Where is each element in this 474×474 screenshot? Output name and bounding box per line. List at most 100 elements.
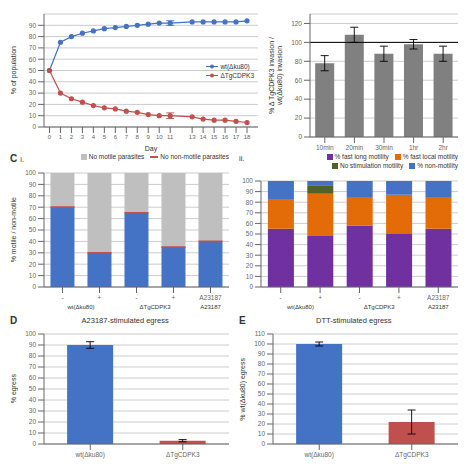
svg-text:90: 90 [29, 22, 37, 29]
svg-text:0: 0 [48, 134, 52, 140]
svg-text:A23187: A23187 [200, 304, 221, 310]
svg-text:40: 40 [295, 95, 303, 102]
svg-text:1: 1 [59, 134, 63, 140]
svg-text:30: 30 [29, 89, 37, 96]
svg-text:Day: Day [145, 145, 158, 153]
svg-text:0: 0 [298, 133, 302, 140]
svg-text:60: 60 [29, 215, 37, 222]
svg-text:2: 2 [70, 134, 74, 140]
svg-text:20: 20 [29, 101, 37, 108]
svg-text:2hr: 2hr [438, 144, 448, 151]
svg-text:20: 20 [295, 114, 303, 121]
svg-text:0: 0 [261, 440, 265, 447]
svg-text:11: 11 [167, 134, 174, 140]
svg-text:40: 40 [258, 400, 266, 407]
svg-text:ΔTgCDPK3: ΔTgCDPK3 [139, 304, 171, 310]
svg-text:ΔTgCDPK3: ΔTgCDPK3 [395, 451, 429, 459]
svg-text:60: 60 [246, 220, 254, 227]
svg-text:A23187: A23187 [199, 294, 222, 301]
svg-text:90: 90 [246, 188, 254, 195]
svg-text:A23187: A23187 [428, 304, 449, 310]
svg-text:50: 50 [29, 67, 37, 74]
svg-text:100: 100 [242, 177, 253, 184]
svg-text:40: 40 [246, 241, 254, 248]
svg-text:20: 20 [29, 418, 37, 425]
svg-text:10: 10 [246, 273, 254, 280]
svg-text:+: + [318, 294, 322, 301]
svg-text:70: 70 [29, 204, 37, 211]
svg-text:120: 120 [291, 20, 302, 27]
svg-text:50: 50 [29, 385, 37, 392]
svg-text:6: 6 [114, 134, 118, 140]
svg-text:-: - [280, 294, 282, 301]
svg-text:30: 30 [258, 410, 266, 417]
svg-text:17: 17 [233, 134, 240, 140]
svg-text:wt(Δku80): wt(Δku80) [304, 451, 334, 459]
svg-text:80: 80 [258, 360, 266, 367]
svg-text:20: 20 [246, 262, 254, 269]
svg-text:50: 50 [258, 390, 266, 397]
svg-text:0: 0 [32, 283, 36, 290]
svg-text:wt(Δku80): wt(Δku80) [286, 304, 314, 310]
svg-text:0: 0 [32, 440, 36, 447]
svg-text:4: 4 [92, 134, 96, 140]
svg-text:70: 70 [258, 370, 266, 377]
svg-text:10: 10 [29, 429, 37, 436]
svg-text:0: 0 [249, 283, 253, 290]
svg-text:80: 80 [29, 33, 37, 40]
svg-text:10: 10 [29, 112, 37, 119]
svg-text:40: 40 [29, 238, 37, 245]
svg-text:80: 80 [246, 199, 254, 206]
svg-text:10: 10 [29, 272, 37, 279]
svg-text:20min: 20min [346, 144, 364, 151]
svg-text:40: 40 [29, 78, 37, 85]
svg-text:110: 110 [255, 330, 266, 337]
svg-text:100: 100 [25, 330, 36, 337]
svg-text:10: 10 [156, 134, 163, 140]
svg-text:9: 9 [147, 134, 151, 140]
svg-text:wt(Δku80): wt(Δku80) [66, 304, 94, 310]
svg-text:20: 20 [258, 420, 266, 427]
svg-text:15: 15 [211, 134, 218, 140]
svg-text:60: 60 [258, 380, 266, 387]
svg-text:ΔTgCDPK3: ΔTgCDPK3 [364, 304, 396, 310]
svg-text:50: 50 [246, 230, 254, 237]
svg-text:+: + [397, 294, 401, 301]
svg-text:16: 16 [222, 134, 229, 140]
svg-text:80: 80 [295, 58, 303, 65]
svg-text:100: 100 [254, 340, 265, 347]
svg-text:-: - [358, 294, 360, 301]
svg-text:10: 10 [258, 430, 266, 437]
svg-text:1hr: 1hr [409, 144, 419, 151]
svg-text:60: 60 [29, 374, 37, 381]
svg-text:100: 100 [291, 39, 302, 46]
svg-text:wt(Δku80): wt(Δku80) [75, 451, 105, 459]
svg-text:50: 50 [29, 226, 37, 233]
svg-text:80: 80 [29, 192, 37, 199]
svg-text:30: 30 [29, 249, 37, 256]
svg-text:13: 13 [189, 134, 196, 140]
svg-text:40: 40 [29, 396, 37, 403]
svg-text:90: 90 [29, 341, 37, 348]
svg-text:30: 30 [29, 407, 37, 414]
svg-text:10min: 10min [316, 144, 334, 151]
svg-text:5: 5 [103, 134, 107, 140]
svg-text:0: 0 [32, 123, 36, 130]
svg-text:60: 60 [295, 77, 303, 84]
svg-text:+: + [98, 294, 102, 301]
svg-text:-: - [135, 294, 137, 301]
svg-text:18: 18 [244, 134, 251, 140]
svg-text:+: + [172, 294, 176, 301]
svg-text:60: 60 [29, 56, 37, 63]
svg-text:20: 20 [29, 261, 37, 268]
svg-text:ΔTgCDPK3: ΔTgCDPK3 [166, 451, 200, 459]
svg-text:80: 80 [29, 352, 37, 359]
svg-text:90: 90 [29, 181, 37, 188]
svg-text:30: 30 [246, 252, 254, 259]
svg-text:90: 90 [258, 350, 266, 357]
svg-text:14: 14 [200, 134, 207, 140]
svg-text:8: 8 [136, 134, 140, 140]
svg-text:100: 100 [25, 169, 36, 176]
svg-text:A23187: A23187 [427, 294, 450, 301]
svg-text:30min: 30min [375, 144, 393, 151]
